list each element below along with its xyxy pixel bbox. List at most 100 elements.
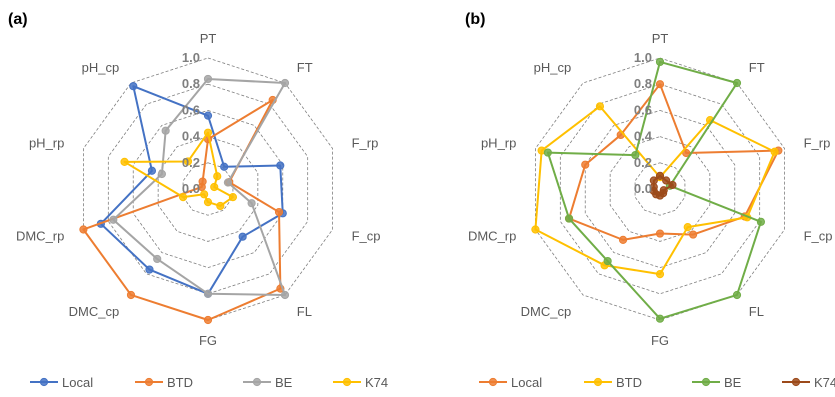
data-point	[655, 171, 665, 180]
data-point	[178, 192, 188, 202]
data-point	[280, 290, 290, 300]
series-k74	[649, 171, 677, 200]
tick-label: 0.4	[634, 129, 653, 144]
data-point	[213, 172, 222, 181]
data-point	[603, 256, 612, 266]
data-point	[216, 201, 225, 211]
legend-label: BTD	[616, 375, 642, 390]
legend-item: BE	[692, 375, 742, 390]
legend-marker	[144, 377, 154, 387]
data-point	[274, 207, 284, 217]
data-point	[631, 150, 640, 160]
data-point	[203, 74, 213, 84]
tick-label: 0.8	[634, 76, 652, 91]
axis-label: F_cp	[352, 229, 381, 244]
series-k74	[120, 128, 238, 211]
radar-chart-2: (b) PT FT F_rp F_cp FL FG DMC_cp DMC_rp pH_rp pH_c…	[465, 11, 835, 390]
data-point	[157, 169, 167, 179]
axis-label: FG	[651, 333, 669, 348]
legend-label: Local	[62, 375, 93, 390]
tick-label: 0.2	[634, 155, 652, 170]
axis-label: DMC_cp	[521, 304, 572, 319]
data-point	[655, 57, 665, 67]
data-point	[203, 315, 213, 325]
data-point	[564, 214, 574, 223]
axis-label: pH_cp	[82, 60, 120, 75]
panel-label: (a)	[8, 11, 28, 28]
legend-item: BE	[243, 375, 293, 390]
series-btd	[531, 102, 779, 279]
data-point	[649, 176, 658, 185]
panel-label: (b)	[465, 11, 485, 28]
data-point	[668, 180, 677, 190]
tick-label: 0.4	[182, 129, 201, 144]
legend-label: Local	[511, 375, 542, 390]
data-point	[655, 80, 665, 89]
tick-label: 0.8	[182, 76, 200, 91]
data-point	[203, 128, 213, 137]
axis-label: PT	[200, 31, 217, 46]
data-point	[732, 290, 742, 300]
axis-label: FT	[749, 60, 765, 75]
tick-label: 1.0	[634, 50, 652, 65]
data-point	[153, 254, 162, 264]
grid-ring	[609, 136, 711, 242]
data-point	[581, 160, 590, 169]
axis-label: F_cp	[804, 229, 833, 244]
data-point	[223, 178, 233, 187]
axis-label: F_rp	[352, 135, 379, 150]
legend-item: BTD	[135, 375, 193, 390]
legend: Local BTD BE K74	[30, 375, 388, 390]
tick-label: 0.6	[634, 102, 652, 117]
data-point	[109, 215, 118, 224]
data-point	[595, 102, 605, 111]
data-point	[203, 111, 213, 120]
data-point	[756, 217, 766, 226]
tick-label: 0.2	[182, 155, 200, 170]
data-point	[280, 78, 290, 88]
legend: Local BTD BE K74	[479, 375, 835, 390]
grid-ring	[132, 109, 284, 269]
legend-item: Local	[30, 375, 93, 390]
axis-label: DMC_rp	[468, 229, 516, 244]
data-point	[120, 157, 129, 166]
axis-label: FG	[199, 333, 217, 348]
grid-ring	[157, 136, 259, 242]
legend-label: K74	[365, 375, 388, 390]
data-point	[276, 161, 285, 170]
axis-label: PT	[652, 31, 669, 46]
data-point	[147, 166, 157, 175]
legend-label: BE	[275, 375, 293, 390]
data-point	[200, 190, 209, 199]
data-point	[238, 232, 247, 241]
data-point	[183, 157, 193, 166]
grid-ring	[634, 162, 686, 216]
legend-label: BE	[724, 375, 742, 390]
data-point	[129, 82, 138, 91]
axis-label: DMC_rp	[16, 229, 64, 244]
legend-item: BTD	[584, 375, 642, 390]
axis-label: F_rp	[804, 135, 831, 150]
axis-label: FL	[749, 304, 764, 319]
legend-marker	[701, 377, 711, 387]
data-point	[126, 290, 136, 300]
axis-label: pH_rp	[29, 135, 64, 150]
axis-label: FT	[297, 60, 313, 75]
data-point	[79, 225, 88, 234]
grid-ring	[182, 162, 234, 216]
data-point	[683, 223, 692, 232]
data-point	[247, 199, 256, 208]
data-point	[662, 176, 671, 185]
legend-label: BTD	[167, 375, 193, 390]
legend-marker	[342, 377, 352, 387]
legend-marker	[791, 377, 801, 387]
legend-marker	[593, 377, 603, 387]
data-point	[543, 148, 552, 157]
data-point	[618, 235, 628, 244]
axis-label: pH_rp	[481, 135, 516, 150]
axis-label: DMC_cp	[69, 304, 120, 319]
data-point	[145, 265, 154, 274]
legend-item: K74	[333, 375, 388, 390]
legend-item: Local	[479, 375, 542, 390]
